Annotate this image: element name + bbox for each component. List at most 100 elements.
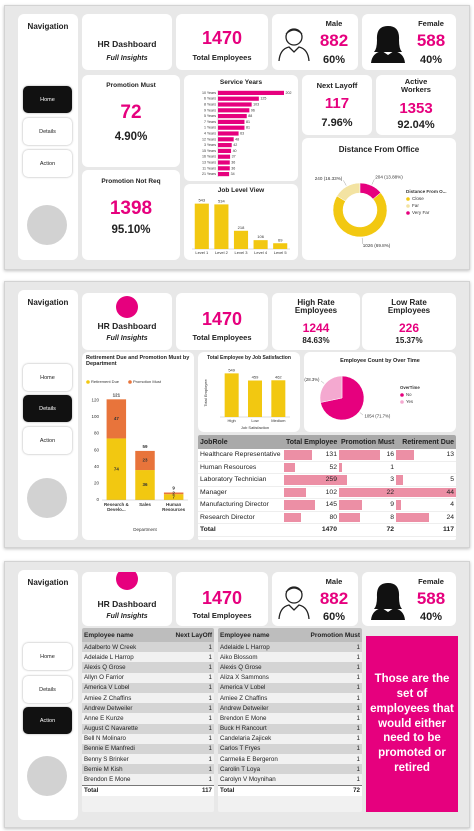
kpi-card: Low Rate Employees 226 15.37% <box>362 293 456 350</box>
total-cell: 72 <box>339 523 396 537</box>
nav-button[interactable]: Action <box>23 427 72 454</box>
table-cell: Aiko Blossom <box>218 652 302 663</box>
x-tick-label: Level 5 <box>274 250 288 255</box>
kpi-label: High Rate Employees <box>294 298 338 316</box>
cell-text: 1 <box>208 694 212 702</box>
kpi-share: 40% <box>419 611 443 623</box>
table-row: Carolyn V Moynihan 1 <box>218 774 362 786</box>
nav-button[interactable]: Details <box>23 395 72 422</box>
table-cell: Brendon E Mone <box>218 713 302 724</box>
y-tick-label: 12 Years <box>202 137 216 141</box>
kpi-value: 1470 <box>201 588 243 608</box>
bar <box>271 380 286 417</box>
nav-button[interactable]: Action <box>23 707 72 734</box>
kpi-card: Promotion Not Req 1398 95.10% <box>82 170 180 260</box>
brand-logo <box>116 572 138 590</box>
table-cell: 1 <box>302 703 362 714</box>
table-cell: 16 <box>339 449 396 462</box>
data-label: 549 <box>228 367 235 372</box>
bar-segment <box>135 450 155 471</box>
y-tick-label: 10 Years <box>202 91 216 95</box>
x-tick-box: Human Resources <box>162 502 185 512</box>
kpi-label: Total Employees <box>192 333 252 342</box>
data-bar <box>339 512 360 522</box>
table-row: America V Lobel 1 <box>82 682 214 693</box>
cell-text: 1 <box>208 776 212 784</box>
cell-text: Amiee Z Chaffins <box>84 694 132 702</box>
cell-text: 1 <box>356 684 360 692</box>
nav-button[interactable]: Home <box>23 643 72 670</box>
nav-button[interactable]: Details <box>23 676 72 703</box>
table-cell: Benny S Brinker <box>82 754 172 765</box>
table-cell: Alexis Q Grose <box>218 662 302 673</box>
data-label: 543 <box>198 198 205 203</box>
table-row: Aliza X Sammons 1 <box>218 672 362 683</box>
table-cell: Carlos T Fryes <box>218 743 302 755</box>
x-tick-box: Research & Develo... <box>104 502 129 512</box>
kpi-value: 117 <box>324 95 350 112</box>
legend-swatch <box>400 400 404 404</box>
bar <box>218 108 250 113</box>
table-cell: Anne E Kunze <box>82 713 172 724</box>
data-label: 63 <box>240 131 244 135</box>
table-cell: Amiee Z Chaffins <box>82 692 172 704</box>
data-label: 1054 (71.7%) <box>365 413 391 418</box>
cell-text: 1 <box>208 765 212 773</box>
cell-text: 1 <box>390 463 394 471</box>
nav-avatar <box>27 205 67 245</box>
table-cell: 1 <box>172 682 214 693</box>
table-cell: 1 <box>172 733 214 744</box>
y-tick-label: 8 Years <box>204 102 216 106</box>
data-label: 103 <box>253 102 259 106</box>
cell-text: 44 <box>446 488 454 496</box>
cell-text: Andrew Detweiler <box>220 704 269 712</box>
table-cell: 1 <box>172 652 214 663</box>
cell-text: 1 <box>356 725 360 733</box>
data-label: 462 <box>275 374 282 379</box>
table-row: Manager 102 22 44 <box>198 486 456 499</box>
cell-text: 1 <box>356 674 360 682</box>
table-row: Bernie M Kish 1 <box>82 764 214 775</box>
cell-text: August C Navarette <box>84 725 138 733</box>
cell-text: 1 <box>208 643 212 651</box>
column-header: Total Employee <box>284 435 339 449</box>
bar-segment <box>106 438 127 500</box>
cell-text: Adalberto W Creek <box>84 643 137 651</box>
kpi-value: 588 <box>416 589 446 608</box>
kpi-value: 882 <box>319 31 349 50</box>
bar <box>273 243 288 249</box>
table-row: Bennie E Manfredi 1 <box>82 743 214 755</box>
column-header: Employee name <box>82 628 172 642</box>
cell-text: 5 <box>450 476 454 484</box>
table-cell: 8 <box>339 511 396 524</box>
cell-text: America V Lobel <box>220 684 266 692</box>
data-label: 204 (13.88%) <box>375 175 403 180</box>
table-row: August C Navarette 1 <box>82 723 214 734</box>
cell-text: 1 <box>208 704 212 712</box>
total-cell: 117 <box>172 784 214 796</box>
table-cell: Manufacturing Director <box>198 498 284 512</box>
nav-button[interactable]: Home <box>23 86 72 113</box>
table-cell: Bell N Molinaro <box>82 733 172 744</box>
table-row: Adelaide L Harrop 1 <box>218 642 362 653</box>
data-label: 74 <box>114 466 120 471</box>
table-cell: 1 <box>302 692 362 704</box>
table-cell: 13 <box>396 449 456 462</box>
table-row: Brendon E Mone 1 <box>218 713 362 724</box>
kpi-card: 1470 Total Employees <box>176 293 268 350</box>
bar <box>218 90 284 95</box>
cell-text: 16 <box>386 451 394 459</box>
female-icon <box>371 583 405 620</box>
data-label: 81 <box>246 126 250 130</box>
table-cell: 52 <box>284 461 339 474</box>
total-label: 59 <box>142 444 148 449</box>
nav-button[interactable]: Action <box>23 150 72 177</box>
kpi-value: 1470 <box>201 309 243 329</box>
kpi-share: 4.90% <box>114 131 148 143</box>
data-bar <box>339 487 396 497</box>
table-cell: Bennie E Manfredi <box>82 743 172 755</box>
nav-button[interactable]: Details <box>23 118 72 145</box>
table-cell: 1 <box>172 713 214 724</box>
nav-title: Navigation <box>27 578 69 587</box>
nav-button[interactable]: Home <box>23 364 72 391</box>
